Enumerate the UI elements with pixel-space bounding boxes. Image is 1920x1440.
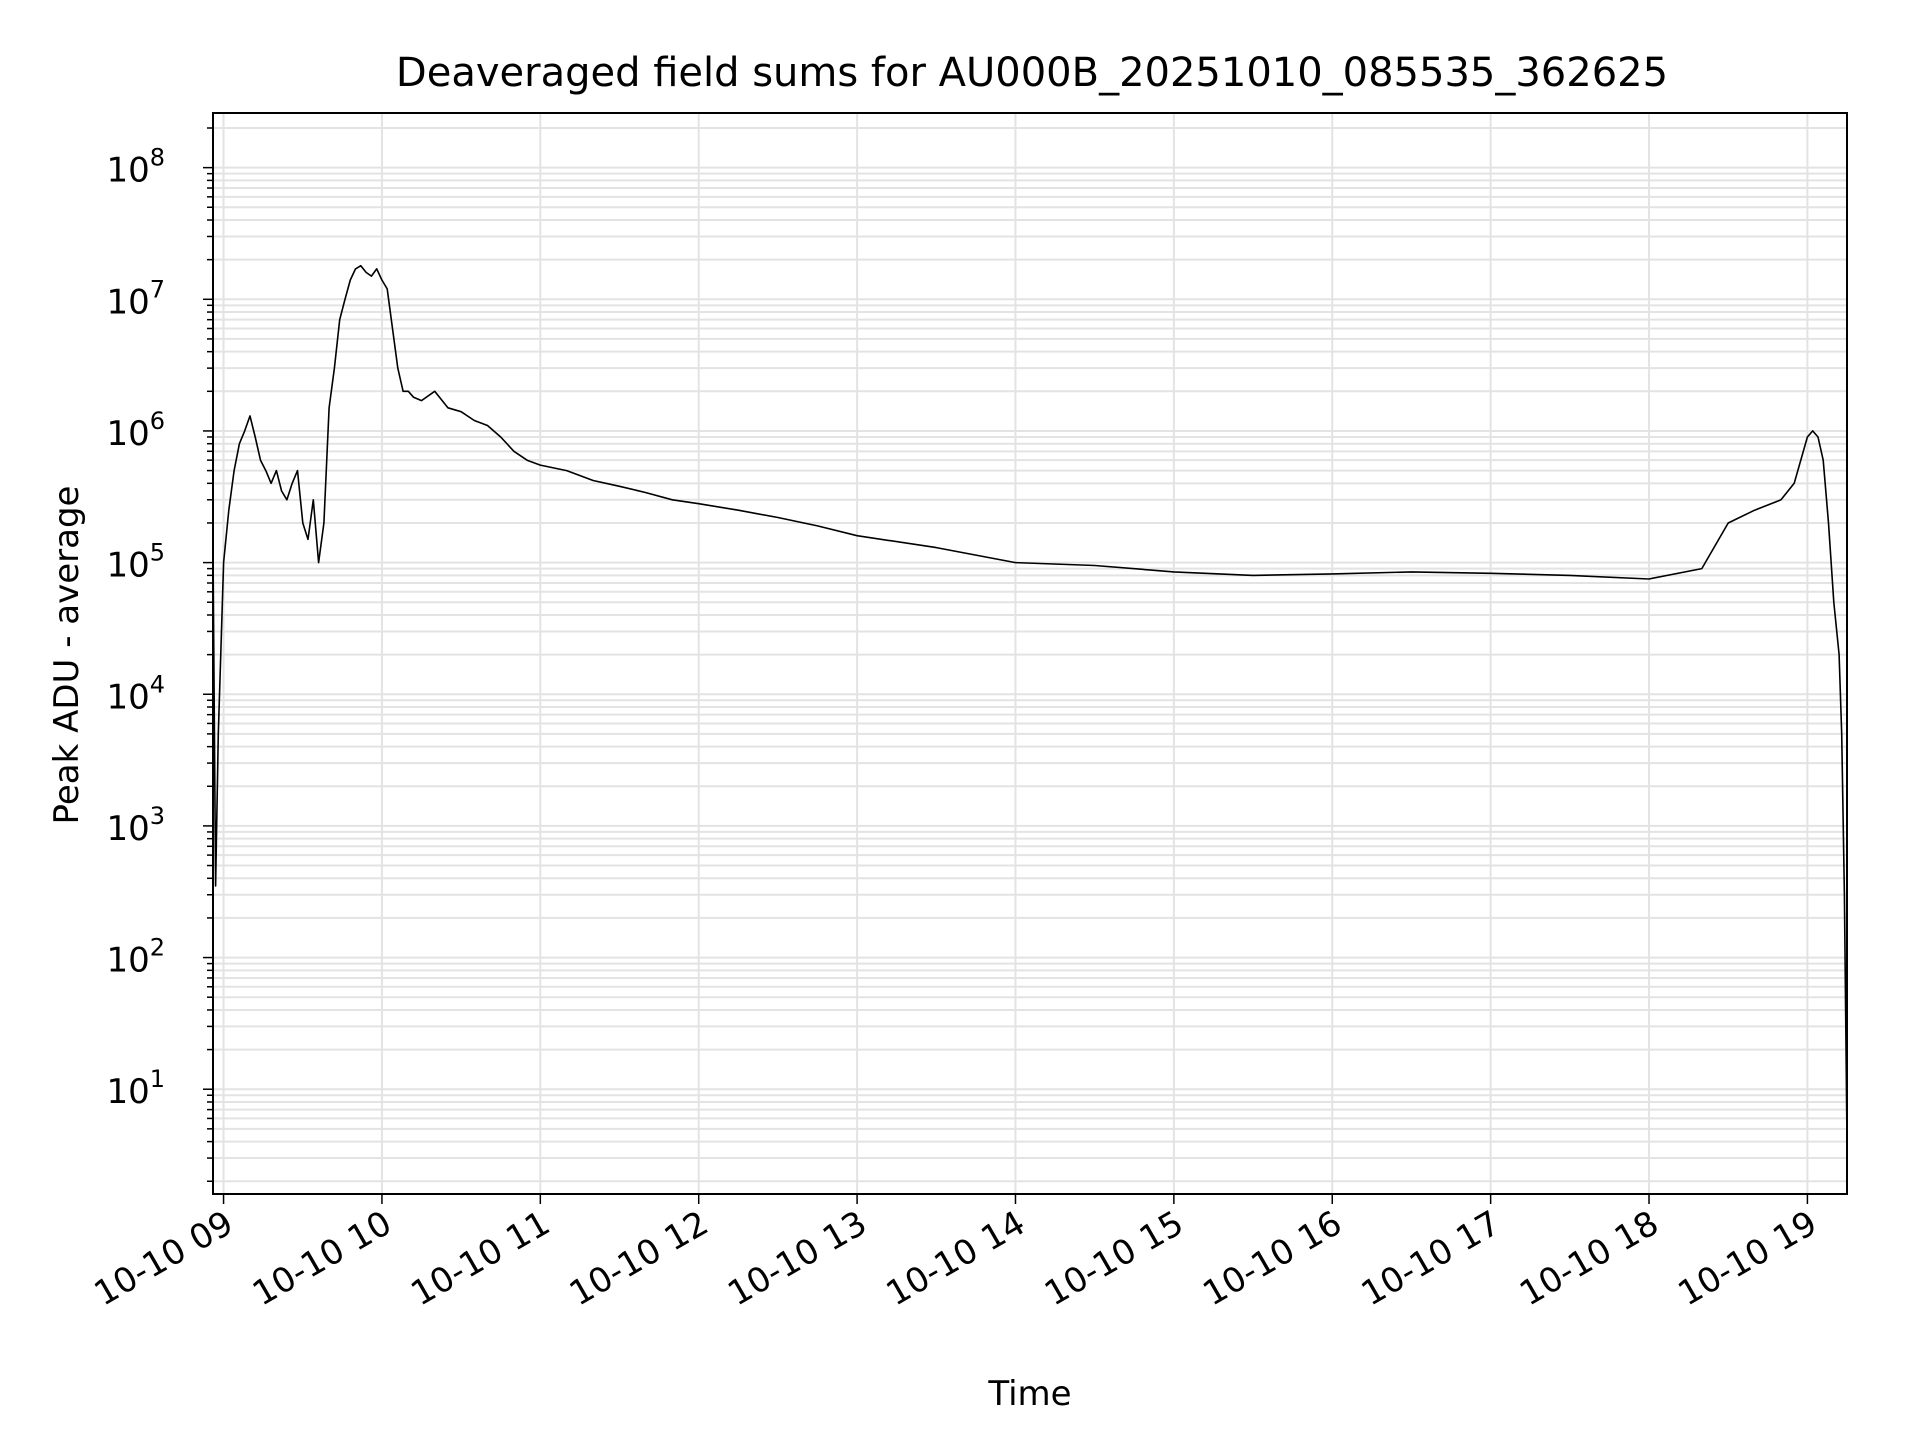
x-tick-label: 10-10 12 — [563, 1203, 715, 1314]
x-tick-label: 10-10 18 — [1513, 1203, 1665, 1314]
y-tick-label: 108 — [106, 144, 165, 191]
x-tick-label: 10-10 14 — [880, 1203, 1032, 1314]
x-tick-label: 10-10 11 — [404, 1203, 556, 1314]
x-tick-label: 10-10 16 — [1196, 1203, 1348, 1314]
y-tick-label: 105 — [106, 539, 165, 586]
y-tick-label: 106 — [106, 407, 165, 454]
series-line — [212, 264, 1848, 1142]
plot-frame — [212, 112, 1848, 1195]
y-tick-label: 104 — [106, 670, 165, 717]
x-tick-label: 10-10 13 — [721, 1203, 873, 1314]
y-axis: 101 102 103 104 105 106 107 108 — [106, 127, 213, 1182]
x-axis: 10-10 09 10-10 10 10-10 11 10-10 12 10-10 13… — [88, 1194, 1824, 1314]
x-tick-label: 10-10 17 — [1355, 1203, 1507, 1314]
x-tick-label: 10-10 10 — [246, 1203, 398, 1314]
y-tick-label: 103 — [106, 802, 165, 849]
x-tick-label: 10-10 09 — [88, 1203, 240, 1314]
y-axis-label: Peak ADU - average — [47, 486, 87, 825]
series-layer — [212, 264, 1848, 1142]
y-tick-label: 101 — [106, 1065, 165, 1112]
y-tick-label: 102 — [106, 934, 165, 981]
x-tick-label: 10-10 15 — [1038, 1203, 1190, 1314]
x-axis-label: Time — [987, 1374, 1071, 1414]
chart-title: Deaveraged field sums for AU000B_2025101… — [396, 50, 1668, 96]
grid-layer — [213, 113, 1847, 1194]
x-tick-label: 10-10 19 — [1672, 1203, 1824, 1314]
y-tick-label: 107 — [106, 275, 165, 322]
